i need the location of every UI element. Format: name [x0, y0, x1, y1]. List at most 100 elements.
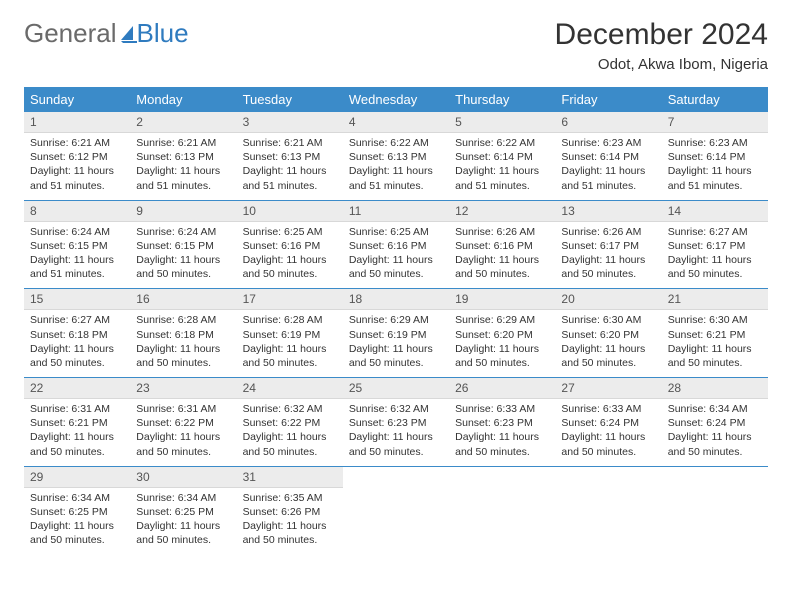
day-number: 21	[662, 289, 768, 310]
daylight-text: Daylight: 11 hours and 50 minutes.	[349, 430, 443, 458]
daylight-text: Daylight: 11 hours and 51 minutes.	[561, 164, 655, 192]
day-body: Sunrise: 6:34 AMSunset: 6:25 PMDaylight:…	[130, 488, 236, 555]
sunset-text: Sunset: 6:25 PM	[30, 505, 124, 519]
day-body: Sunrise: 6:21 AMSunset: 6:12 PMDaylight:…	[24, 133, 130, 200]
day-body: Sunrise: 6:32 AMSunset: 6:23 PMDaylight:…	[343, 399, 449, 466]
month-title: December 2024	[555, 18, 768, 52]
day-cell: 13Sunrise: 6:26 AMSunset: 6:17 PMDayligh…	[555, 200, 661, 289]
day-number: 2	[130, 112, 236, 133]
sunset-text: Sunset: 6:20 PM	[455, 328, 549, 342]
sunset-text: Sunset: 6:13 PM	[349, 150, 443, 164]
day-header-cell: Thursday	[449, 87, 555, 112]
daylight-text: Daylight: 11 hours and 51 minutes.	[30, 164, 124, 192]
day-number: 9	[130, 201, 236, 222]
logo-text-blue: Blue	[137, 18, 189, 49]
day-number: 27	[555, 378, 661, 399]
day-body: Sunrise: 6:23 AMSunset: 6:14 PMDaylight:…	[555, 133, 661, 200]
day-number: 26	[449, 378, 555, 399]
logo: General Blue	[24, 18, 189, 49]
sunset-text: Sunset: 6:19 PM	[349, 328, 443, 342]
sunrise-text: Sunrise: 6:31 AM	[136, 402, 230, 416]
daylight-text: Daylight: 11 hours and 50 minutes.	[668, 430, 762, 458]
sunset-text: Sunset: 6:12 PM	[30, 150, 124, 164]
sunrise-text: Sunrise: 6:32 AM	[243, 402, 337, 416]
sunset-text: Sunset: 6:14 PM	[455, 150, 549, 164]
sunrise-text: Sunrise: 6:33 AM	[455, 402, 549, 416]
daylight-text: Daylight: 11 hours and 50 minutes.	[668, 253, 762, 281]
sunset-text: Sunset: 6:22 PM	[136, 416, 230, 430]
day-body: Sunrise: 6:28 AMSunset: 6:18 PMDaylight:…	[130, 310, 236, 377]
day-number: 12	[449, 201, 555, 222]
sunset-text: Sunset: 6:26 PM	[243, 505, 337, 519]
day-body: Sunrise: 6:30 AMSunset: 6:20 PMDaylight:…	[555, 310, 661, 377]
daylight-text: Daylight: 11 hours and 51 minutes.	[349, 164, 443, 192]
day-cell: 26Sunrise: 6:33 AMSunset: 6:23 PMDayligh…	[449, 378, 555, 467]
sunset-text: Sunset: 6:21 PM	[668, 328, 762, 342]
day-header-cell: Tuesday	[237, 87, 343, 112]
day-body: Sunrise: 6:26 AMSunset: 6:16 PMDaylight:…	[449, 222, 555, 289]
day-cell: 10Sunrise: 6:25 AMSunset: 6:16 PMDayligh…	[237, 200, 343, 289]
day-cell: 18Sunrise: 6:29 AMSunset: 6:19 PMDayligh…	[343, 289, 449, 378]
day-cell: 27Sunrise: 6:33 AMSunset: 6:24 PMDayligh…	[555, 378, 661, 467]
day-number: 23	[130, 378, 236, 399]
location-subtitle: Odot, Akwa Ibom, Nigeria	[555, 56, 768, 73]
day-number: 25	[343, 378, 449, 399]
day-number: 8	[24, 201, 130, 222]
sunrise-text: Sunrise: 6:34 AM	[136, 491, 230, 505]
day-number: 7	[662, 112, 768, 133]
sunrise-text: Sunrise: 6:21 AM	[30, 136, 124, 150]
sunrise-text: Sunrise: 6:26 AM	[455, 225, 549, 239]
day-number: 17	[237, 289, 343, 310]
day-cell: 9Sunrise: 6:24 AMSunset: 6:15 PMDaylight…	[130, 200, 236, 289]
day-body: Sunrise: 6:24 AMSunset: 6:15 PMDaylight:…	[24, 222, 130, 289]
day-cell: ..	[343, 466, 449, 554]
day-body: Sunrise: 6:21 AMSunset: 6:13 PMDaylight:…	[130, 133, 236, 200]
day-cell: 21Sunrise: 6:30 AMSunset: 6:21 PMDayligh…	[662, 289, 768, 378]
sunrise-text: Sunrise: 6:28 AM	[136, 313, 230, 327]
day-cell: 15Sunrise: 6:27 AMSunset: 6:18 PMDayligh…	[24, 289, 130, 378]
daylight-text: Daylight: 11 hours and 50 minutes.	[455, 253, 549, 281]
sunrise-text: Sunrise: 6:34 AM	[668, 402, 762, 416]
day-number: 10	[237, 201, 343, 222]
sunrise-text: Sunrise: 6:30 AM	[561, 313, 655, 327]
day-cell: 28Sunrise: 6:34 AMSunset: 6:24 PMDayligh…	[662, 378, 768, 467]
day-cell: 4Sunrise: 6:22 AMSunset: 6:13 PMDaylight…	[343, 112, 449, 200]
sunrise-text: Sunrise: 6:29 AM	[455, 313, 549, 327]
day-cell: 29Sunrise: 6:34 AMSunset: 6:25 PMDayligh…	[24, 466, 130, 554]
sunrise-text: Sunrise: 6:25 AM	[349, 225, 443, 239]
day-header-cell: Friday	[555, 87, 661, 112]
day-number: 6	[555, 112, 661, 133]
day-body: Sunrise: 6:21 AMSunset: 6:13 PMDaylight:…	[237, 133, 343, 200]
daylight-text: Daylight: 11 hours and 50 minutes.	[561, 342, 655, 370]
sunrise-text: Sunrise: 6:24 AM	[136, 225, 230, 239]
day-body: Sunrise: 6:27 AMSunset: 6:18 PMDaylight:…	[24, 310, 130, 377]
day-number: 29	[24, 467, 130, 488]
day-body: Sunrise: 6:30 AMSunset: 6:21 PMDaylight:…	[662, 310, 768, 377]
page-header: General Blue December 2024 Odot, Akwa Ib…	[24, 18, 768, 73]
day-cell: 19Sunrise: 6:29 AMSunset: 6:20 PMDayligh…	[449, 289, 555, 378]
day-body: Sunrise: 6:34 AMSunset: 6:24 PMDaylight:…	[662, 399, 768, 466]
sunrise-text: Sunrise: 6:23 AM	[668, 136, 762, 150]
day-body: Sunrise: 6:29 AMSunset: 6:20 PMDaylight:…	[449, 310, 555, 377]
day-cell: 5Sunrise: 6:22 AMSunset: 6:14 PMDaylight…	[449, 112, 555, 200]
day-number: 14	[662, 201, 768, 222]
sunrise-text: Sunrise: 6:29 AM	[349, 313, 443, 327]
daylight-text: Daylight: 11 hours and 51 minutes.	[455, 164, 549, 192]
daylight-text: Daylight: 11 hours and 50 minutes.	[243, 519, 337, 547]
daylight-text: Daylight: 11 hours and 50 minutes.	[455, 430, 549, 458]
daylight-text: Daylight: 11 hours and 50 minutes.	[30, 342, 124, 370]
sunrise-text: Sunrise: 6:30 AM	[668, 313, 762, 327]
day-number: 28	[662, 378, 768, 399]
day-cell: 20Sunrise: 6:30 AMSunset: 6:20 PMDayligh…	[555, 289, 661, 378]
day-cell: ..	[449, 466, 555, 554]
day-number: 11	[343, 201, 449, 222]
day-body: Sunrise: 6:24 AMSunset: 6:15 PMDaylight:…	[130, 222, 236, 289]
calendar-table: Sunday Monday Tuesday Wednesday Thursday…	[24, 87, 768, 554]
day-body: Sunrise: 6:29 AMSunset: 6:19 PMDaylight:…	[343, 310, 449, 377]
daylight-text: Daylight: 11 hours and 50 minutes.	[136, 253, 230, 281]
daylight-text: Daylight: 11 hours and 50 minutes.	[30, 519, 124, 547]
daylight-text: Daylight: 11 hours and 50 minutes.	[136, 342, 230, 370]
day-cell: 6Sunrise: 6:23 AMSunset: 6:14 PMDaylight…	[555, 112, 661, 200]
day-number: 3	[237, 112, 343, 133]
day-body: Sunrise: 6:23 AMSunset: 6:14 PMDaylight:…	[662, 133, 768, 200]
